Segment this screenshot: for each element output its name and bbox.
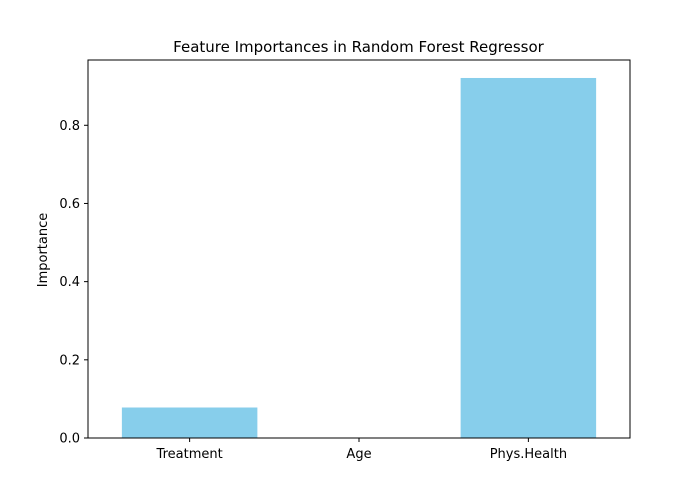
x-tick-label: Phys.Health	[490, 447, 567, 462]
y-ticks-group: 0.0 0.2 0.4 0.6 0.8	[59, 119, 88, 447]
plot-frame	[87, 59, 631, 439]
x-ticks-group: Treatment Age Phys.Health	[156, 438, 567, 462]
bar-phys-health	[460, 77, 597, 438]
chart-title: Feature Importances in Random Forest Reg…	[173, 38, 544, 56]
y-tick-label: 0.4	[59, 275, 80, 290]
y-tick-label: 0.2	[59, 353, 80, 368]
bars-group	[121, 77, 597, 439]
x-tick-label: Treatment	[156, 447, 223, 462]
y-tick-label: 0.6	[59, 197, 80, 212]
x-tick-label: Age	[346, 447, 371, 462]
y-tick-label: 0.0	[59, 432, 80, 447]
y-axis-label: Importance	[36, 213, 51, 288]
y-tick-label: 0.8	[59, 119, 80, 134]
bar-treatment	[121, 407, 258, 438]
